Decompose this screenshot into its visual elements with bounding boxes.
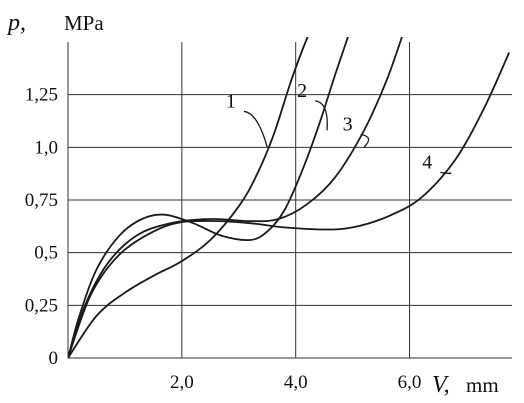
- y-tick-label: 0,5: [34, 243, 58, 264]
- curve-labels: 1 2 3 4: [226, 80, 452, 175]
- curve-label: 1: [226, 90, 236, 112]
- y-tick-label: 1,25: [25, 85, 58, 106]
- series-4-line: [68, 52, 511, 358]
- y-tick-label: 0,25: [25, 295, 58, 316]
- y-axis-unit: MPa: [64, 11, 104, 35]
- curve-label: 2: [297, 80, 307, 102]
- x-axis-title: V,: [432, 372, 450, 398]
- x-axis-unit: mm: [466, 373, 499, 397]
- curve-label: 4: [422, 151, 432, 173]
- y-tick-label: 1,0: [34, 137, 58, 158]
- series-3-line: [68, 37, 403, 358]
- series-2-line: [68, 37, 349, 358]
- x-tick-label: 4,0: [284, 372, 308, 393]
- y-tick-label: 0: [49, 348, 59, 369]
- curve-label-leader: [243, 110, 268, 148]
- tick-labels: 0 0,25 0,5 0,75 1,0 1,25 2,0 4,0 6,0: [25, 85, 422, 393]
- y-axis-title: p,: [6, 10, 26, 36]
- curve-label-leader: [440, 171, 452, 175]
- y-tick-label: 0,75: [25, 190, 58, 211]
- x-tick-label: 6,0: [398, 372, 422, 393]
- x-tick-label: 2,0: [170, 372, 194, 393]
- curve-label: 3: [343, 113, 353, 135]
- series-1-line: [68, 37, 309, 358]
- curve-label-leader: [360, 133, 370, 148]
- curve-label-leader: [314, 100, 328, 131]
- curves: [68, 37, 511, 358]
